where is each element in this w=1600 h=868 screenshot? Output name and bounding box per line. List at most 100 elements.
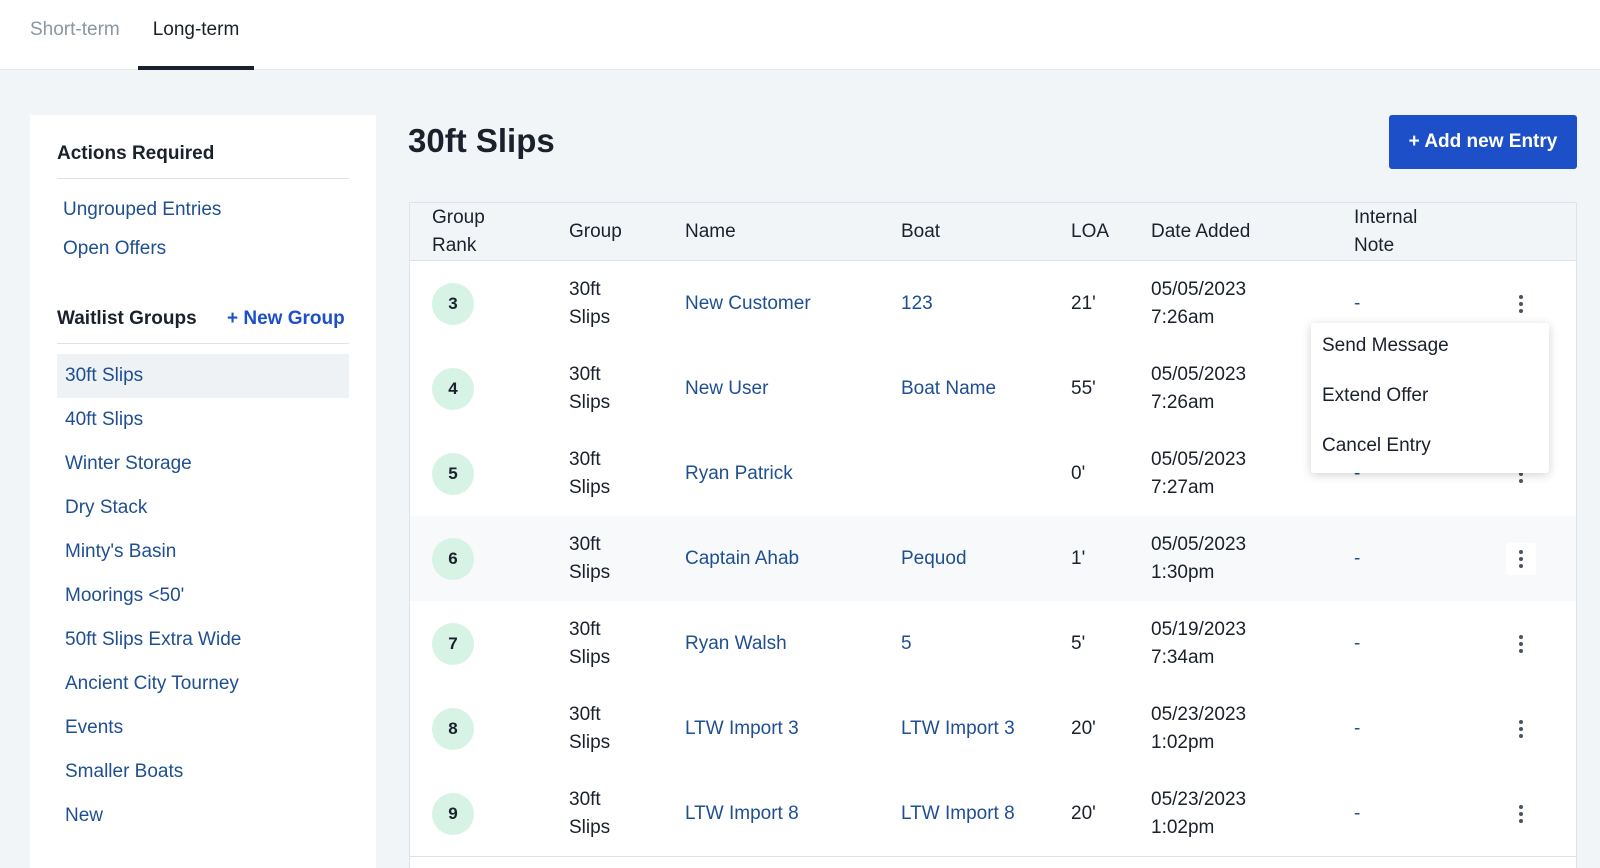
group-text: 30ft (569, 364, 601, 385)
waitlist-groups-heading: Waitlist Groups (57, 308, 197, 329)
table-row[interactable]: 9 30ft Slips LTW Import 8 LTW Import 8 20… (410, 771, 1576, 857)
group-text: 30ft (569, 789, 601, 810)
table-row[interactable]: 7 30ft Slips Ryan Walsh 5 5' 05/19/2023 7:… (410, 601, 1576, 687)
table-row[interactable]: 3 30ft Slips New Customer 123 21' 05/05/2… (410, 261, 1576, 347)
group-cell: 30ft Slips (569, 446, 610, 502)
sidebar-item-new[interactable]: New (65, 805, 104, 826)
boat-link[interactable]: LTW Import 8 (901, 803, 1015, 824)
waitlist-table: Group Rank Group Name Boat LOA Date Adde… (409, 202, 1577, 868)
group-cell: 30ft Slips (569, 701, 610, 757)
time-text: 1:02pm (1151, 817, 1215, 838)
header-text: Group (432, 207, 485, 228)
date-added-cell: 05/05/2023 7:27am (1151, 446, 1246, 502)
rank-badge: 3 (432, 283, 474, 325)
header-text: Internal (1354, 207, 1418, 228)
new-group-button[interactable]: + New Group (227, 308, 345, 329)
boat-link[interactable]: 5 (901, 633, 912, 654)
loa-cell: 1' (1071, 548, 1086, 569)
sidebar-item-smaller-boats[interactable]: Smaller Boats (65, 761, 184, 782)
group-text: Slips (569, 477, 611, 498)
date-text: 05/05/2023 (1151, 279, 1247, 300)
more-vertical-icon[interactable] (1506, 288, 1536, 320)
table-row[interactable]: 6 30ft Slips Captain Ahab Pequod 1' 05/05… (410, 516, 1576, 602)
header-loa: LOA (1071, 221, 1110, 242)
boat-link[interactable]: Boat Name (901, 378, 997, 399)
table-header: Group Rank Group Name Boat LOA Date Adde… (410, 203, 1576, 261)
internal-note-link[interactable]: - (1354, 718, 1361, 739)
group-text: Slips (569, 647, 611, 668)
date-added-cell: 05/19/2023 7:34am (1151, 616, 1246, 672)
rank-badge: 6 (432, 538, 474, 580)
table-row[interactable]: 5 30ft Slips Ryan Patrick 0' 05/05/2023 7:… (410, 431, 1576, 517)
loa-cell: 0' (1071, 463, 1086, 484)
group-cell: 30ft Slips (569, 276, 610, 332)
more-vertical-icon[interactable] (1506, 713, 1536, 745)
group-text: 30ft (569, 704, 601, 725)
sidebar-item-events[interactable]: Events (65, 717, 124, 738)
time-text: 7:26am (1151, 392, 1215, 413)
boat-link[interactable]: Pequod (901, 548, 967, 569)
internal-note-link[interactable]: - (1354, 633, 1361, 654)
rank-badge: 5 (432, 453, 474, 495)
loa-cell: 5' (1071, 633, 1086, 654)
tab-long-term[interactable]: Long-term (138, 0, 254, 70)
group-cell: 30ft Slips (569, 786, 610, 842)
boat-link[interactable]: 123 (901, 293, 933, 314)
menu-item-extend-offer[interactable]: Extend Offer (1322, 385, 1429, 406)
group-text: Slips (569, 562, 611, 583)
group-text: 30ft (569, 279, 601, 300)
sidebar-item-30ft-slips[interactable]: 30ft Slips (57, 354, 349, 398)
rank-badge: 7 (432, 623, 474, 665)
customer-name-link[interactable]: LTW Import 8 (685, 803, 799, 824)
group-text: Slips (569, 392, 611, 413)
date-text: 05/23/2023 (1151, 704, 1247, 725)
header-boat: Boat (901, 221, 941, 242)
row-actions-menu: Send Message Extend Offer Cancel Entry (1311, 323, 1549, 473)
actions-required-heading: Actions Required (57, 143, 215, 164)
header-date-added: Date Added (1151, 221, 1251, 242)
sidebar-item-50ft-slips-extra-wide[interactable]: 50ft Slips Extra Wide (65, 629, 242, 650)
sidebar-item-dry-stack[interactable]: Dry Stack (65, 497, 148, 518)
date-added-cell: 05/05/2023 7:26am (1151, 361, 1246, 417)
sidebar-item-ancient-city-tourney[interactable]: Ancient City Tourney (65, 673, 239, 694)
time-text: 1:02pm (1151, 732, 1215, 753)
date-text: 05/05/2023 (1151, 364, 1247, 385)
divider (57, 178, 349, 179)
rank-badge: 8 (432, 708, 474, 750)
customer-name-link[interactable]: New User (685, 378, 769, 399)
internal-note-link[interactable]: - (1354, 548, 1361, 569)
internal-note-link[interactable]: - (1354, 293, 1361, 314)
sidebar-item-moorings[interactable]: Moorings <50' (65, 585, 185, 606)
more-vertical-icon[interactable] (1506, 798, 1536, 830)
open-offers-link[interactable]: Open Offers (63, 238, 167, 259)
menu-item-cancel-entry[interactable]: Cancel Entry (1322, 435, 1431, 456)
sidebar-item-winter-storage[interactable]: Winter Storage (65, 453, 192, 474)
sidebar-item-mintys-basin[interactable]: Minty's Basin (65, 541, 177, 562)
header-name: Name (685, 221, 736, 242)
date-text: 05/05/2023 (1151, 449, 1247, 470)
sidebar-item-40ft-slips[interactable]: 40ft Slips (65, 409, 144, 430)
customer-name-link[interactable]: Ryan Patrick (685, 463, 793, 484)
table-row[interactable]: 8 30ft Slips LTW Import 3 LTW Import 3 20… (410, 686, 1576, 772)
menu-item-send-message[interactable]: Send Message (1322, 335, 1449, 356)
customer-name-link[interactable]: Ryan Walsh (685, 633, 787, 654)
time-text: 7:27am (1151, 477, 1215, 498)
customer-name-link[interactable]: Captain Ahab (685, 548, 800, 569)
header-text: Rank (432, 235, 477, 256)
more-vertical-icon[interactable] (1506, 628, 1536, 660)
internal-note-link[interactable]: - (1354, 463, 1361, 484)
header-text: Note (1354, 235, 1395, 256)
more-vertical-icon[interactable] (1506, 543, 1536, 575)
add-new-entry-button[interactable]: + Add new Entry (1389, 115, 1577, 169)
top-tab-bar: Short-term Long-term (0, 0, 1600, 70)
customer-name-link[interactable]: LTW Import 3 (685, 718, 799, 739)
date-added-cell: 05/23/2023 1:02pm (1151, 701, 1246, 757)
group-text: 30ft (569, 534, 601, 555)
internal-note-link[interactable]: - (1354, 803, 1361, 824)
tab-short-term[interactable]: Short-term (30, 19, 120, 40)
ungrouped-entries-link[interactable]: Ungrouped Entries (63, 199, 222, 220)
group-text: Slips (569, 817, 611, 838)
boat-link[interactable]: LTW Import 3 (901, 718, 1015, 739)
customer-name-link[interactable]: New Customer (685, 293, 811, 314)
loa-cell: 55' (1071, 378, 1096, 399)
